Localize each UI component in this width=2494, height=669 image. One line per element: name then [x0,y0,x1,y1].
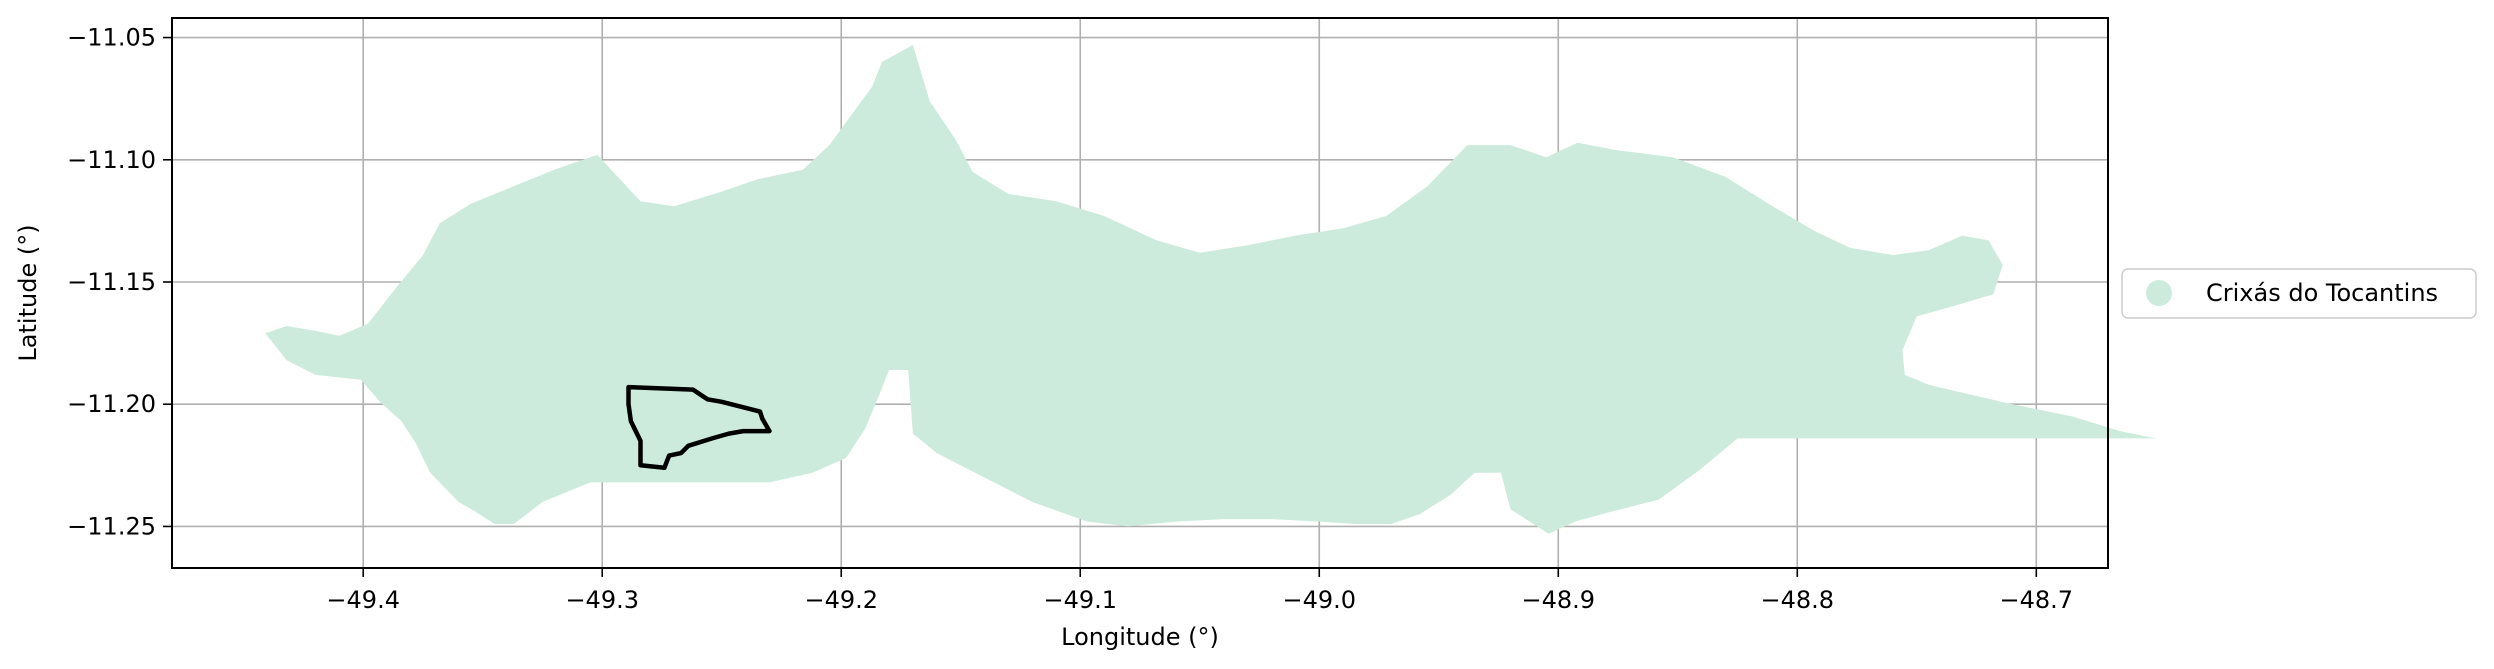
x-tick-label: −49.4 [326,586,400,614]
legend-box [2121,268,2477,319]
y-tick-label: −11.20 [67,390,156,418]
x-tick-label: −48.8 [1761,586,1835,614]
region-layer [265,44,2156,534]
y-tick-label: −11.05 [67,24,156,52]
y-tick-label: −11.25 [67,512,156,540]
x-tick-label: −49.1 [1043,586,1117,614]
x-tick-label: −49.2 [804,586,878,614]
y-tick-label: −11.15 [67,268,156,296]
x-tick-label: −49.3 [565,586,639,614]
x-axis-title: Longitude (°) [1061,623,1219,651]
highlight-outline [626,384,772,471]
legend-marker [2146,280,2172,306]
plot-frame [171,17,2109,569]
x-tick-label: −48.9 [1521,586,1595,614]
legend-label: Crixás do Tocantins [2206,279,2438,307]
y-tick-label: −11.10 [67,146,156,174]
legend: Crixás do Tocantins [2121,268,2477,319]
x-axis-ticks: −49.4 −49.3 −49.2 −49.1 −49.0 −48.9 −48.8 −48.7 [326,568,2073,614]
y-axis-title: Latitude (°) [14,224,42,361]
x-tick-label: −48.7 [2000,586,2074,614]
highlight-layer [626,384,772,471]
y-axis-ticks: −11.05 −11.10 −11.15 −11.20 −11.25 [67,24,172,540]
region-crixas-do-tocantins [265,44,2156,534]
x-tick-label: −49.0 [1282,586,1356,614]
